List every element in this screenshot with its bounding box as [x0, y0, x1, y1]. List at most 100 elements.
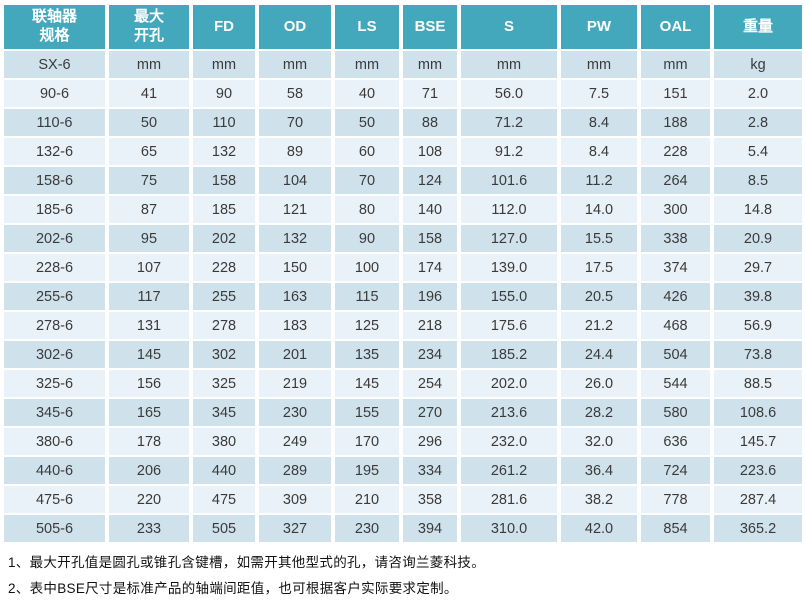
value-cell: 580 — [641, 399, 710, 426]
value-cell: 58 — [259, 80, 331, 107]
value-cell: 73.8 — [714, 341, 802, 368]
value-cell: 380 — [193, 428, 255, 455]
value-cell: 475 — [193, 486, 255, 513]
value-cell: 131 — [109, 312, 189, 339]
value-cell: 145.7 — [714, 428, 802, 455]
value-cell: 206 — [109, 457, 189, 484]
table-row: 380-6 178 380 249 170 296 232.0 32.0 636 145.7 — [4, 428, 802, 455]
value-cell: 345 — [193, 399, 255, 426]
footnote-2: 2、表中BSE尺寸是标准产品的轴端间距值，也可根据客户实际要求定制。 — [8, 580, 458, 596]
value-cell: 56.9 — [714, 312, 802, 339]
value-cell: 230 — [259, 399, 331, 426]
value-cell: 39.8 — [714, 283, 802, 310]
value-cell: 71 — [403, 80, 457, 107]
value-cell: 270 — [403, 399, 457, 426]
value-cell: 230 — [335, 515, 399, 542]
value-cell: 14.8 — [714, 196, 802, 223]
value-cell: 183 — [259, 312, 331, 339]
value-cell: 261.2 — [461, 457, 557, 484]
value-cell: 158 — [193, 167, 255, 194]
value-cell: 15.5 — [561, 225, 637, 252]
value-cell: 724 — [641, 457, 710, 484]
units-row: SX-6 mm mm mm mm mm mm mm mm kg — [4, 51, 802, 78]
value-cell: 151 — [641, 80, 710, 107]
value-cell: 202 — [193, 225, 255, 252]
col-header-ls: LS — [335, 5, 399, 49]
value-cell: 127.0 — [461, 225, 557, 252]
col-header-fd: FD — [193, 5, 255, 49]
value-cell: 121 — [259, 196, 331, 223]
value-cell: 14.0 — [561, 196, 637, 223]
value-cell: mm — [561, 51, 637, 78]
value-cell: 394 — [403, 515, 457, 542]
col-header-bse: BSE — [403, 5, 457, 49]
value-cell: 374 — [641, 254, 710, 281]
spec-table: 联轴器 规格 最大 开孔 FD OD LS BSE S PW OAL 重量 SX… — [0, 3, 806, 544]
value-cell: 112.0 — [461, 196, 557, 223]
value-cell: 234 — [403, 341, 457, 368]
value-cell: 7.5 — [561, 80, 637, 107]
table-row: 228-6 107 228 150 100 174 139.0 17.5 374 29.7 — [4, 254, 802, 281]
value-cell: 104 — [259, 167, 331, 194]
value-cell: 778 — [641, 486, 710, 513]
value-cell: 17.5 — [561, 254, 637, 281]
spec-cell: 255-6 — [4, 283, 105, 310]
spec-cell: 475-6 — [4, 486, 105, 513]
spec-cell: 505-6 — [4, 515, 105, 542]
value-cell: 108.6 — [714, 399, 802, 426]
table-row: 440-6 206 440 289 195 334 261.2 36.4 724 223.6 — [4, 457, 802, 484]
value-cell: 75 — [109, 167, 189, 194]
table-row: 110-6 50 110 70 50 88 71.2 8.4 188 2.8 — [4, 109, 802, 136]
value-cell: 165 — [109, 399, 189, 426]
value-cell: 310.0 — [461, 515, 557, 542]
value-cell: 95 — [109, 225, 189, 252]
value-cell: 218 — [403, 312, 457, 339]
value-cell: 50 — [109, 109, 189, 136]
spec-cell: SX-6 — [4, 51, 105, 78]
col-header-oal: OAL — [641, 5, 710, 49]
col-header-weight: 重量 — [714, 5, 802, 49]
value-cell: 289 — [259, 457, 331, 484]
value-cell: 155 — [335, 399, 399, 426]
spec-cell: 158-6 — [4, 167, 105, 194]
value-cell: 124 — [403, 167, 457, 194]
value-cell: 174 — [403, 254, 457, 281]
value-cell: 426 — [641, 283, 710, 310]
value-cell: 219 — [259, 370, 331, 397]
spec-cell: 185-6 — [4, 196, 105, 223]
value-cell: 80 — [335, 196, 399, 223]
header-row: 联轴器 规格 最大 开孔 FD OD LS BSE S PW OAL 重量 — [4, 5, 802, 49]
value-cell: mm — [403, 51, 457, 78]
value-cell: 170 — [335, 428, 399, 455]
value-cell: 188 — [641, 109, 710, 136]
value-cell: 26.0 — [561, 370, 637, 397]
spec-cell: 440-6 — [4, 457, 105, 484]
value-cell: 91.2 — [461, 138, 557, 165]
value-cell: 135 — [335, 341, 399, 368]
value-cell: 70 — [259, 109, 331, 136]
table-row: 255-6 117 255 163 115 196 155.0 20.5 426 39.8 — [4, 283, 802, 310]
value-cell: 139.0 — [461, 254, 557, 281]
value-cell: 233 — [109, 515, 189, 542]
value-cell: 228 — [193, 254, 255, 281]
value-cell: 5.4 — [714, 138, 802, 165]
table-row: 132-6 65 132 89 60 108 91.2 8.4 228 5.4 — [4, 138, 802, 165]
value-cell: 468 — [641, 312, 710, 339]
value-cell: 287.4 — [714, 486, 802, 513]
value-cell: 38.2 — [561, 486, 637, 513]
table-row: 505-6 233 505 327 230 394 310.0 42.0 854 365.2 — [4, 515, 802, 542]
spec-cell: 132-6 — [4, 138, 105, 165]
table-row: 302-6 145 302 201 135 234 185.2 24.4 504 73.8 — [4, 341, 802, 368]
value-cell: 140 — [403, 196, 457, 223]
value-cell: 202.0 — [461, 370, 557, 397]
spec-cell: 110-6 — [4, 109, 105, 136]
value-cell: 132 — [193, 138, 255, 165]
table-row: 278-6 131 278 183 125 218 175.6 21.2 468 56.9 — [4, 312, 802, 339]
value-cell: mm — [193, 51, 255, 78]
value-cell: 2.8 — [714, 109, 802, 136]
value-cell: 544 — [641, 370, 710, 397]
value-cell: mm — [335, 51, 399, 78]
value-cell: 125 — [335, 312, 399, 339]
footnote-1: 1、最大开孔值是圆孔或锥孔含键槽，如需开其他型式的孔，请咨询兰菱科技。 — [8, 555, 486, 570]
value-cell: 300 — [641, 196, 710, 223]
